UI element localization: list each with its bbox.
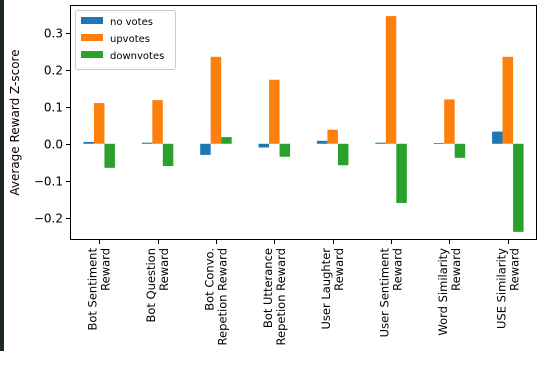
- y-tick-label: 0.1: [44, 101, 63, 115]
- legend-swatch: [81, 17, 103, 24]
- bar-no-votes: [258, 143, 270, 148]
- bars: [83, 16, 524, 232]
- x-tick-label: Bot Convo.: [202, 248, 216, 311]
- bar-upvotes: [210, 56, 222, 144]
- bar-upvotes: [269, 79, 280, 144]
- bar-downvotes: [162, 143, 174, 166]
- bar-downvotes: [279, 143, 291, 157]
- legend-label: no votes: [110, 17, 153, 28]
- bar-no-votes: [200, 143, 211, 155]
- y-axis-title: Average Reward Z-score: [8, 49, 22, 195]
- y-tick-label: −0.2: [34, 212, 63, 226]
- bar-no-votes: [375, 142, 386, 144]
- bar-upvotes: [152, 100, 163, 144]
- bar-no-votes: [316, 140, 328, 144]
- bar-upvotes: [444, 99, 455, 144]
- bar-downvotes: [396, 143, 407, 203]
- x-tick-label: Reward: [391, 248, 405, 291]
- legend-label: downvotes: [110, 51, 164, 62]
- plot-area: [70, 5, 537, 240]
- bar-downvotes: [337, 143, 349, 166]
- bar-no-votes: [83, 141, 94, 144]
- bar-no-votes: [433, 143, 445, 144]
- legend-swatch: [81, 34, 103, 41]
- left-frame-edge: [0, 0, 4, 351]
- x-tick-label: User Sentiment: [378, 248, 392, 338]
- y-tick-label: 0.2: [44, 64, 63, 78]
- legend: no votes upvotes downvotes: [75, 10, 176, 70]
- bar-no-votes: [492, 131, 503, 144]
- y-tick-label: 0.0: [44, 138, 63, 152]
- bar-downvotes: [454, 143, 466, 158]
- x-tick-label: Bot Question: [144, 248, 158, 323]
- x-tick-label: Repetion Reward: [215, 248, 229, 345]
- bar-downvotes: [104, 143, 115, 168]
- x-tick-label: Bot Utterance: [261, 248, 275, 328]
- legend-swatch: [81, 51, 103, 58]
- bar-downvotes: [513, 143, 524, 232]
- x-tick-label: Reward: [99, 248, 113, 291]
- x-tick-label: Word Similarity: [436, 248, 450, 336]
- plot-frame: [70, 5, 537, 240]
- y-axis: −0.2 −0.1 0.0 0.1 0.2 0.3: [34, 27, 70, 226]
- x-tick-label: Bot Sentiment: [86, 248, 100, 331]
- bar-upvotes: [327, 129, 338, 144]
- bar-upvotes: [93, 103, 105, 144]
- x-tick-label: Reward: [507, 248, 521, 291]
- y-tick-label: −0.1: [34, 175, 63, 189]
- x-tick-label: Reward: [157, 248, 171, 291]
- bar-downvotes: [221, 137, 232, 144]
- y-tick-label: 0.3: [44, 27, 63, 41]
- x-tick-label: Repetion Reward: [274, 248, 288, 345]
- legend-label: upvotes: [110, 34, 150, 45]
- x-tick-label: Reward: [449, 248, 463, 291]
- x-tick-label: USE Similarity: [494, 248, 508, 329]
- x-axis: Bot Sentiment Reward Bot Question Reward Bot…: [86, 240, 521, 345]
- bar-upvotes: [385, 16, 397, 144]
- bar-no-votes: [141, 142, 153, 144]
- x-tick-label: User Laughter: [319, 248, 333, 330]
- x-tick-label: Reward: [332, 248, 346, 291]
- bar-upvotes: [502, 56, 514, 144]
